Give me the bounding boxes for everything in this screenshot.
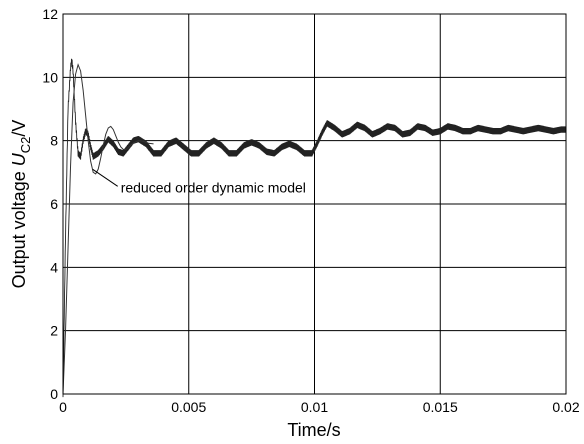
tick-labels: 0 0.005 0.01 0.015 0.02 0 2 4 6 8 10 12 [42, 6, 579, 415]
y-tick-label: 2 [50, 323, 58, 339]
y-tick-label: 6 [50, 196, 58, 212]
y-tick-label: 4 [50, 259, 58, 275]
grid-lines [63, 14, 566, 394]
y-tick-label: 0 [50, 386, 58, 402]
y-axis-label-suffix: /V [9, 120, 29, 137]
x-axis-label: Time/s [287, 420, 340, 440]
y-axis-label-sub: C2 [18, 137, 33, 154]
y-tick-label: 8 [50, 133, 58, 149]
y-axis-label: Output voltage UC2/V [9, 120, 33, 289]
x-tick-label: 0.01 [301, 399, 328, 415]
annotation-label: reduced order dynamic model [121, 179, 306, 195]
annotation-leader-line [92, 168, 118, 187]
y-axis-label-var: U [9, 152, 29, 166]
x-tick-label: 0.02 [552, 399, 579, 415]
plot-area-frame [62, 13, 567, 395]
y-axis-label-prefix: Output voltage [9, 166, 29, 288]
x-tick-label: 0.005 [171, 399, 206, 415]
series-line-simulated [62, 58, 567, 398]
series-layer [62, 58, 567, 398]
x-tick-label: 0.015 [423, 399, 458, 415]
annotation-layer: reduced order dynamic model [92, 168, 306, 195]
y-tick-label: 10 [42, 69, 58, 85]
x-tick-label: 0 [59, 399, 67, 415]
series-line-model [62, 63, 154, 395]
y-tick-label: 12 [42, 6, 58, 22]
